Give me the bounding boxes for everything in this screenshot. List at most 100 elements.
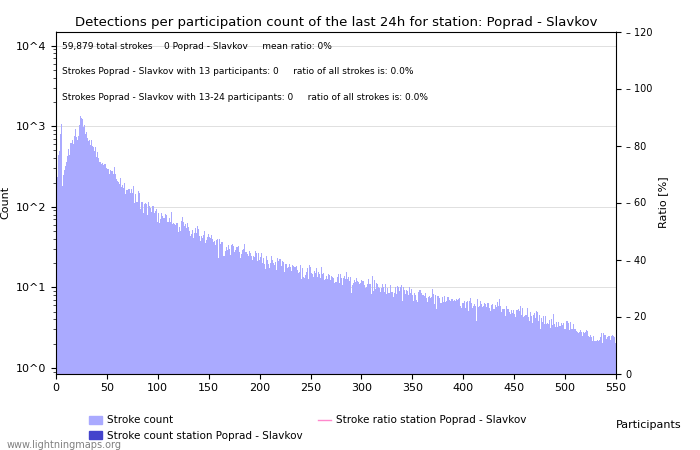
Bar: [223, 256, 225, 450]
Bar: [310, 267, 311, 450]
Bar: [262, 263, 263, 450]
Legend: Stroke count, Stroke count station Poprad - Slavkov, Stroke ratio station Poprad: Stroke count, Stroke count station Popra…: [85, 411, 531, 445]
Stroke ratio station Poprad - Slavkov: [307, 371, 316, 376]
Bar: [74, 136, 75, 450]
Bar: [314, 270, 315, 450]
Bar: [546, 324, 547, 450]
Bar: [292, 265, 293, 450]
Bar: [353, 284, 354, 450]
Bar: [243, 249, 244, 450]
Bar: [267, 260, 268, 450]
Bar: [588, 337, 589, 450]
Bar: [156, 209, 158, 450]
Bar: [520, 306, 521, 450]
Bar: [530, 312, 531, 450]
Bar: [219, 238, 220, 450]
Bar: [613, 336, 615, 450]
Bar: [410, 292, 411, 450]
Bar: [458, 298, 460, 450]
Bar: [210, 238, 211, 450]
Bar: [94, 151, 95, 450]
Bar: [539, 315, 540, 450]
Bar: [463, 303, 464, 450]
Bar: [555, 327, 556, 450]
Bar: [92, 146, 93, 450]
Bar: [421, 293, 422, 450]
Bar: [397, 286, 398, 450]
Bar: [490, 311, 491, 450]
Bar: [561, 325, 563, 450]
Bar: [341, 279, 342, 450]
Bar: [523, 317, 524, 450]
Bar: [164, 218, 165, 450]
Y-axis label: Count: Count: [0, 186, 10, 219]
Bar: [203, 235, 204, 450]
Bar: [440, 303, 442, 450]
Bar: [89, 140, 90, 450]
Bar: [318, 272, 319, 450]
Bar: [321, 267, 322, 450]
Bar: [84, 125, 85, 450]
Bar: [307, 268, 308, 450]
Bar: [423, 295, 424, 450]
Bar: [195, 228, 196, 450]
Bar: [590, 336, 591, 450]
Bar: [116, 179, 117, 450]
Bar: [521, 315, 522, 450]
Bar: [178, 227, 180, 450]
Bar: [118, 184, 120, 450]
Bar: [182, 217, 183, 450]
Bar: [580, 330, 581, 450]
Bar: [510, 310, 512, 450]
Bar: [488, 303, 489, 450]
Bar: [594, 341, 595, 450]
Bar: [365, 288, 366, 450]
Bar: [529, 321, 530, 450]
Bar: [111, 171, 113, 450]
Bar: [405, 294, 406, 450]
Bar: [172, 224, 173, 450]
Bar: [142, 202, 143, 450]
Bar: [587, 331, 588, 450]
Bar: [550, 328, 552, 450]
Bar: [568, 330, 570, 450]
Bar: [351, 293, 352, 450]
Bar: [429, 296, 430, 450]
Bar: [375, 289, 376, 450]
Bar: [603, 333, 604, 450]
Bar: [270, 263, 272, 450]
Text: Strokes Poprad - Slavkov with 13 participants: 0     ratio of all strokes is: 0.: Strokes Poprad - Slavkov with 13 partici…: [62, 68, 413, 76]
Bar: [60, 134, 61, 450]
Bar: [91, 140, 92, 450]
Bar: [249, 251, 250, 450]
Bar: [544, 324, 545, 450]
Bar: [557, 328, 559, 450]
Bar: [190, 236, 191, 450]
Bar: [340, 274, 341, 450]
Bar: [419, 290, 420, 450]
Bar: [138, 191, 139, 450]
Bar: [592, 342, 593, 450]
Bar: [62, 175, 64, 450]
Bar: [201, 236, 202, 450]
Bar: [376, 283, 377, 450]
Bar: [290, 271, 292, 450]
Bar: [323, 273, 324, 450]
Bar: [326, 275, 328, 450]
Bar: [454, 302, 456, 450]
Bar: [246, 252, 247, 450]
Bar: [71, 144, 72, 450]
Bar: [288, 265, 290, 450]
Bar: [426, 298, 427, 450]
Bar: [380, 292, 382, 450]
Bar: [548, 324, 550, 450]
Bar: [183, 222, 184, 450]
Bar: [136, 202, 137, 450]
Bar: [578, 333, 579, 450]
Bar: [248, 256, 249, 450]
Bar: [236, 248, 237, 450]
Bar: [147, 216, 148, 450]
Bar: [374, 279, 375, 450]
Bar: [300, 265, 301, 450]
Bar: [259, 260, 260, 450]
